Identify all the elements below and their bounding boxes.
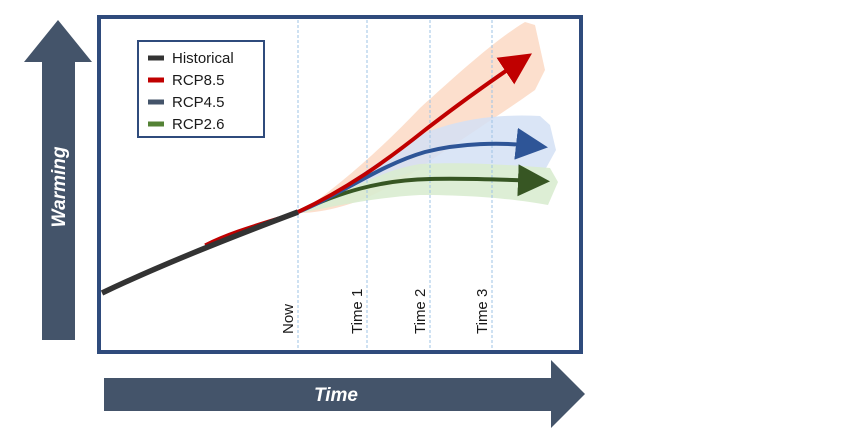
warming-axis-label: Warming	[49, 146, 70, 227]
legend-label-rcp45: RCP4.5	[172, 94, 225, 111]
historical-line	[100, 209, 299, 296]
legend-label-historical: Historical	[172, 50, 234, 67]
legend: Historical RCP8.5 RCP4.5 RCP2.6	[137, 40, 265, 138]
time-axis-arrow: Time	[104, 360, 585, 428]
rcp26-uncertainty-band	[300, 163, 558, 213]
time-axis-label: Time	[314, 385, 358, 406]
time-label-time-2: Time 2	[412, 289, 429, 334]
rcp85-uncertainty-band	[300, 22, 545, 213]
warming-arrow-shape	[24, 20, 92, 340]
rcp85-line	[297, 53, 532, 214]
time-label-now: Now	[280, 304, 297, 334]
time-label-time-1: Time 1	[349, 289, 366, 334]
legend-label-rcp26: RCP2.6	[172, 116, 225, 133]
time-arrow-shape	[104, 360, 585, 428]
legend-label-rcp85: RCP8.5	[172, 72, 225, 89]
time-label-time-3: Time 3	[474, 289, 491, 334]
warming-axis-arrow: Warming	[24, 20, 92, 340]
